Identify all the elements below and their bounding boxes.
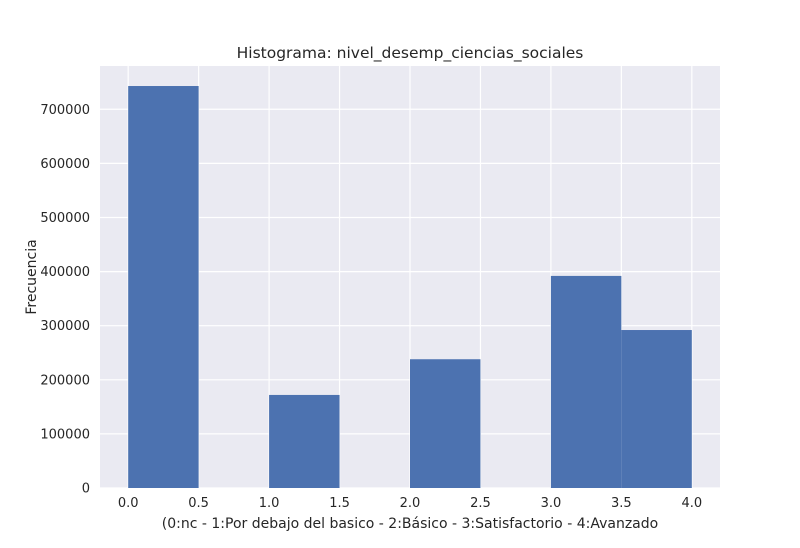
y-tick-label: 200000: [40, 373, 90, 388]
x-tick-label: 4.0: [681, 496, 702, 511]
y-tick-label: 700000: [40, 103, 90, 118]
x-axis-label: (0:nc - 1:Por debajo del basico - 2:Bási…: [162, 516, 658, 532]
histogram-bars: [128, 86, 692, 489]
x-axis-ticks: 0.0 0.5 1.0 1.5 2.0 2.5 3.0 3.5 4.0: [118, 496, 702, 511]
chart-title: Histograma: nivel_desemp_ciencias_social…: [237, 44, 584, 63]
y-tick-label: 600000: [40, 157, 90, 172]
y-tick-label: 100000: [40, 427, 90, 442]
histogram-bar: [269, 394, 340, 488]
y-axis-label: Frecuencia: [24, 239, 40, 314]
x-tick-label: 0.5: [188, 496, 209, 511]
histogram-bar: [550, 275, 622, 488]
y-tick-label: 500000: [40, 211, 90, 226]
x-tick-label: 1.5: [329, 496, 350, 511]
y-tick-label: 300000: [40, 319, 90, 334]
x-tick-label: 0.0: [118, 496, 139, 511]
x-tick-label: 3.5: [611, 496, 632, 511]
histogram-bar: [128, 86, 199, 489]
x-tick-label: 2.0: [400, 496, 421, 511]
x-tick-label: 1.0: [259, 496, 280, 511]
histogram-bar: [621, 330, 692, 488]
y-tick-label: 400000: [40, 265, 90, 280]
x-tick-label: 2.5: [470, 496, 491, 511]
y-axis-ticks: 0 100000 200000 300000 400000 500000 600000 700…: [40, 103, 90, 497]
x-tick-label: 3.0: [541, 496, 562, 511]
y-tick-label: 0: [82, 482, 90, 497]
histogram-bar: [410, 359, 481, 488]
